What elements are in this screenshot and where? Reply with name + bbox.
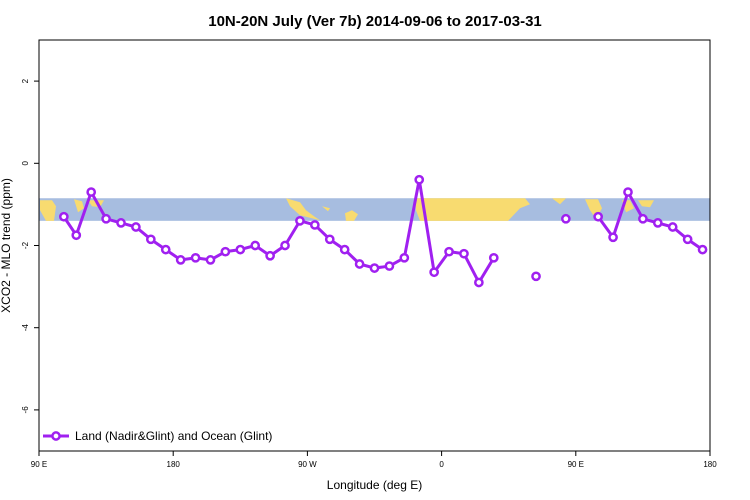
data-point	[667, 222, 678, 232]
data-point	[593, 211, 604, 222]
data-point	[295, 215, 305, 226]
y-axis: 2 0 -2 -4 -6	[21, 78, 39, 413]
data-point	[488, 252, 499, 263]
data-point	[384, 261, 395, 271]
y-tick-label: 2	[21, 78, 30, 83]
y-tick-label: -6	[21, 406, 30, 414]
data-point	[339, 244, 350, 255]
data-point	[474, 277, 484, 288]
y-tick-label: 0	[21, 161, 30, 166]
data-point	[160, 244, 171, 255]
x-tick-label: 90 E	[568, 460, 584, 469]
land-mass	[552, 198, 566, 205]
land-mass	[286, 198, 320, 221]
data-point	[682, 234, 693, 245]
data-point	[369, 263, 380, 273]
land-mass	[40, 200, 56, 221]
y-axis-label: XCO2 - MLO trend (ppm)	[0, 178, 13, 313]
plot-frame	[38, 39, 711, 452]
land-mass	[74, 199, 84, 213]
land-mass	[638, 200, 654, 208]
data-point	[429, 267, 439, 278]
x-tick-label: 180	[167, 460, 181, 469]
data-point	[235, 244, 246, 255]
y-tick-label: -4	[21, 324, 30, 332]
legend: Land (Nadir&Glint) and Ocean (Glint)	[43, 429, 272, 443]
data-point	[459, 248, 469, 259]
data-point	[444, 246, 454, 257]
land-mass	[322, 206, 330, 212]
x-axis-label: Longitude (deg E)	[327, 478, 422, 492]
data-point	[116, 218, 126, 228]
data-point	[652, 218, 663, 228]
data-point	[250, 240, 261, 251]
x-axis: 90 E 180 90 W 0 90 E 180	[31, 451, 717, 469]
series-line	[62, 178, 496, 284]
ocean-band	[39, 198, 710, 221]
world-map-band	[39, 198, 710, 221]
data-point	[265, 250, 275, 261]
x-tick-label: 0	[439, 460, 444, 469]
y-tick-label: -2	[21, 241, 30, 249]
data-point	[354, 259, 365, 269]
data-point	[175, 255, 186, 265]
data-point	[414, 174, 425, 185]
data-point	[71, 230, 82, 241]
legend-marker	[51, 431, 61, 441]
data-point	[697, 244, 708, 255]
data-point	[280, 240, 290, 251]
data-point	[86, 187, 97, 197]
data-point	[608, 232, 618, 243]
data-point	[638, 213, 648, 224]
data-point	[101, 213, 111, 224]
data-point	[145, 234, 156, 245]
data-point	[623, 187, 633, 197]
data-point	[531, 271, 541, 282]
data-point	[310, 220, 320, 230]
x-tick-label: 90 W	[298, 460, 317, 469]
data-point	[59, 211, 69, 222]
data-point	[399, 252, 410, 263]
land-mass	[415, 198, 530, 221]
data-point	[220, 246, 231, 257]
series-layer	[59, 174, 708, 288]
data-point	[205, 255, 216, 265]
land-mass	[345, 210, 358, 221]
data-point	[561, 213, 571, 224]
data-point	[190, 252, 201, 263]
chart-title: 10N-20N July (Ver 7b) 2014-09-06 to 2017…	[208, 13, 542, 30]
legend-label: Land (Nadir&Glint) and Ocean (Glint)	[75, 429, 272, 443]
data-point	[324, 234, 335, 245]
x-tick-label: 180	[703, 460, 717, 469]
x-tick-label: 90 E	[31, 460, 47, 469]
data-point	[131, 222, 141, 232]
